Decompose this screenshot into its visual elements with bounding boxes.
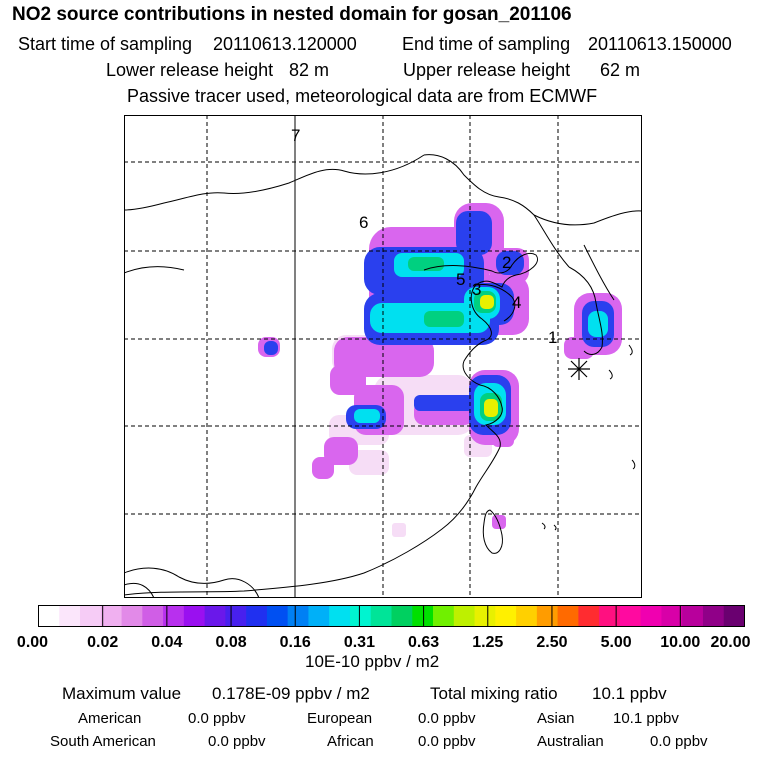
asterisk-receptor-icon [568, 358, 590, 380]
lower-release-label: Lower release height [106, 60, 274, 80]
region-value-american: 0.0 ppbv [188, 710, 246, 727]
colorbar-tick-label: 0.63 [408, 634, 439, 650]
region-label-4: 4 [512, 293, 521, 312]
grid-lines [124, 115, 642, 598]
colorbar-cell [619, 605, 642, 627]
colorbar-cell [495, 605, 517, 627]
upper-release-label: Upper release height [403, 60, 571, 80]
colorbar-cell [121, 605, 143, 627]
colorbar-cell [640, 605, 662, 627]
colorbar-cells [38, 605, 745, 627]
colorbar-cell [246, 605, 268, 627]
region-name-south-american: South American [50, 733, 156, 750]
colorbar-tick-label: 5.00 [601, 634, 632, 650]
colorbar-cell [204, 605, 226, 627]
source-contribution-map: 1 2 3 4 5 6 7 [124, 115, 642, 598]
colorbar-cell [183, 605, 206, 627]
colorbar-frame [38, 605, 745, 627]
colorbar-tick-label: 20.00 [710, 634, 750, 650]
colorbar-cell [225, 605, 247, 627]
colorbar-cell [329, 605, 351, 627]
end-time-label: End time of sampling [402, 34, 571, 54]
region-label-5: 5 [456, 270, 465, 289]
colorbar-cell [80, 605, 102, 627]
region-label-3: 3 [472, 280, 481, 299]
upper-release-value: 62 m [600, 60, 641, 80]
region-label-1: 1 [548, 328, 557, 347]
colorbar-tick-label: 0.02 [87, 634, 118, 650]
colorbar-tick-label: 10.00 [660, 634, 700, 650]
region-name-european: European [307, 710, 373, 727]
colorbar-cell [433, 605, 455, 627]
colorbar-tick-labels: 0.00 0.02 0.04 0.08 0.16 0.31 0.63 1.25 2.50 5.00… [17, 634, 751, 650]
region-name-african: African [327, 733, 374, 750]
colorbar-cell [412, 605, 434, 627]
region-name-asian: Asian [537, 710, 575, 727]
colorbar-cell [557, 605, 579, 627]
region-value-south-american: 0.0 ppbv [208, 733, 266, 750]
colorbar-cell [59, 605, 81, 627]
colorbar-tick-label: 1.25 [472, 634, 503, 650]
figure-title: NO2 source contributions in nested domai… [12, 4, 572, 25]
start-time-label: Start time of sampling [18, 34, 193, 54]
start-time-value: 20110613.120000 [213, 34, 357, 54]
colorbar-cell [599, 605, 621, 627]
end-time-value: 20110613.150000 [588, 34, 732, 54]
total-mixing-value: 10.1 ppbv [592, 684, 667, 703]
region-value-european: 0.0 ppbv [418, 710, 476, 727]
colorbar-cell [391, 605, 413, 627]
colorbar-cell [142, 605, 164, 627]
colorbar-cell [38, 605, 60, 627]
colorbar-unit: 10E-10 ppbv / m2 [305, 652, 440, 671]
colorbar-tick-label: 0.00 [17, 634, 48, 650]
colorbar-cell [100, 605, 122, 627]
colorbar-tick-label: 2.50 [536, 634, 567, 650]
colorbar-cell [702, 605, 725, 627]
max-value-label: Maximum value [62, 684, 182, 703]
max-value: 0.178E-09 ppbv / m2 [212, 684, 370, 703]
colorbar: 0.00 0.02 0.04 0.08 0.16 0.31 0.63 1.25 2.50 5.00… [17, 605, 751, 650]
colorbar-cell [516, 605, 538, 627]
tracer-info: Passive tracer used, meteorological data… [127, 86, 598, 106]
colorbar-cell [474, 605, 496, 627]
map-frame [124, 115, 642, 598]
colorbar-tick-label: 0.08 [215, 634, 246, 650]
colorbar-tick-label: 0.04 [151, 634, 182, 650]
colorbar-tick-label: 0.16 [280, 634, 311, 650]
region-value-african: 0.0 ppbv [418, 733, 476, 750]
region-name-australian: Australian [537, 733, 604, 750]
colorbar-cell [349, 605, 372, 627]
total-mixing-label: Total mixing ratio [430, 684, 558, 703]
colorbar-cell [578, 605, 600, 627]
colorbar-tick-label: 0.31 [344, 634, 375, 650]
lower-release-value: 82 m [289, 60, 330, 80]
colorbar-cell [453, 605, 475, 627]
region-name-american: American [78, 710, 142, 727]
colorbar-cell [163, 605, 185, 627]
colorbar-cell [266, 605, 289, 627]
region-label-2: 2 [502, 253, 511, 272]
coastlines [124, 154, 642, 598]
colorbar-cell [661, 605, 683, 627]
colorbar-cell [287, 605, 309, 627]
region-value-asian: 10.1 ppbv [613, 710, 679, 727]
colorbar-cell [723, 605, 745, 627]
colorbar-cell [536, 605, 559, 627]
colorbar-cell [370, 605, 392, 627]
region-label-6: 6 [359, 213, 368, 232]
region-value-australian: 0.0 ppbv [650, 733, 708, 750]
colorbar-cell [308, 605, 330, 627]
region-label-7: 7 [291, 126, 300, 145]
colorbar-cell [682, 605, 704, 627]
